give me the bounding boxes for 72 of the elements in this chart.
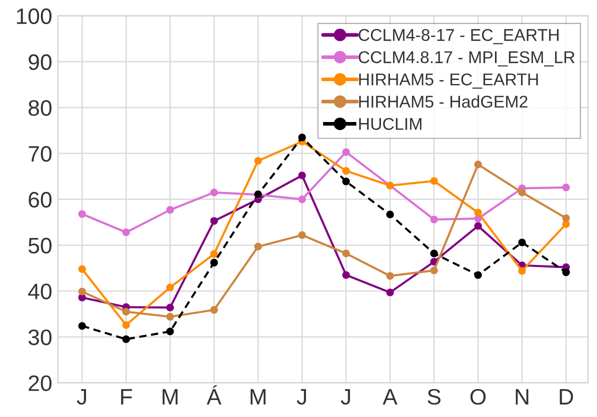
point bbox=[474, 160, 482, 168]
point bbox=[386, 288, 394, 296]
point bbox=[474, 222, 482, 230]
point bbox=[210, 258, 218, 266]
x-tick-label: S bbox=[428, 388, 440, 405]
x-tick-label: O bbox=[470, 388, 486, 405]
point bbox=[562, 268, 570, 276]
point bbox=[386, 210, 394, 218]
point bbox=[430, 216, 438, 224]
point bbox=[430, 177, 438, 185]
point bbox=[386, 272, 394, 280]
x-tick-label: J bbox=[340, 389, 350, 405]
x-tick-label: N bbox=[516, 389, 528, 404]
point bbox=[518, 238, 526, 246]
x-tick-label: Á bbox=[206, 385, 222, 404]
point bbox=[342, 148, 350, 156]
point bbox=[210, 188, 218, 196]
point bbox=[210, 306, 218, 314]
point bbox=[166, 284, 174, 292]
point bbox=[78, 322, 86, 330]
point bbox=[342, 178, 350, 186]
y-tick-label: 40 bbox=[28, 284, 52, 300]
point bbox=[298, 196, 306, 204]
point bbox=[166, 304, 174, 312]
point bbox=[210, 217, 218, 225]
y-tick-label: 90 bbox=[28, 54, 52, 70]
x-tick-label: F bbox=[121, 389, 132, 404]
legend-label: HUCLIM bbox=[359, 118, 422, 130]
y-tick-label: 60 bbox=[28, 192, 52, 208]
point bbox=[518, 188, 526, 196]
legend-label: CCLM4.8.17 - MPI_ESM_LR bbox=[358, 51, 575, 66]
point bbox=[122, 228, 130, 236]
point bbox=[166, 206, 174, 214]
point bbox=[430, 250, 438, 258]
point bbox=[562, 184, 570, 192]
y-tick-label: 80 bbox=[28, 100, 52, 116]
y-tick-label: 20 bbox=[28, 375, 52, 392]
point bbox=[298, 172, 306, 180]
y-tick-label: 30 bbox=[28, 329, 52, 346]
point bbox=[122, 308, 130, 316]
y-tick-label: 100 bbox=[16, 8, 52, 24]
point bbox=[298, 231, 306, 239]
point bbox=[474, 271, 482, 279]
point bbox=[78, 288, 86, 296]
y-tick-label: 70 bbox=[28, 146, 52, 162]
point bbox=[254, 242, 262, 250]
point bbox=[342, 271, 350, 279]
point bbox=[518, 267, 526, 275]
point bbox=[78, 210, 86, 218]
x-tick-label: D bbox=[560, 389, 574, 404]
point bbox=[210, 250, 218, 258]
y-tick-label: 50 bbox=[28, 238, 52, 254]
legend-label: CCLM4-8-17 - EC_EARTH bbox=[358, 29, 559, 44]
point bbox=[166, 312, 174, 321]
x-tick-label: J bbox=[296, 389, 306, 405]
legend-label: HIRHAM5 - EC_EARTH bbox=[359, 73, 538, 89]
x-tick-label: A bbox=[382, 389, 398, 404]
x-tick-label: M bbox=[250, 389, 266, 404]
point bbox=[122, 321, 130, 329]
x-tick-label: J bbox=[76, 389, 86, 405]
point bbox=[166, 328, 174, 336]
point bbox=[474, 208, 482, 216]
point bbox=[254, 156, 262, 165]
legend-label: HIRHAM5 - HadGEM2 bbox=[359, 95, 528, 108]
point bbox=[562, 214, 570, 222]
point bbox=[342, 250, 350, 258]
point bbox=[298, 134, 306, 142]
point bbox=[342, 167, 350, 175]
x-tick-label: M bbox=[162, 389, 178, 404]
point bbox=[122, 335, 130, 344]
point bbox=[430, 266, 438, 274]
point bbox=[78, 265, 86, 273]
